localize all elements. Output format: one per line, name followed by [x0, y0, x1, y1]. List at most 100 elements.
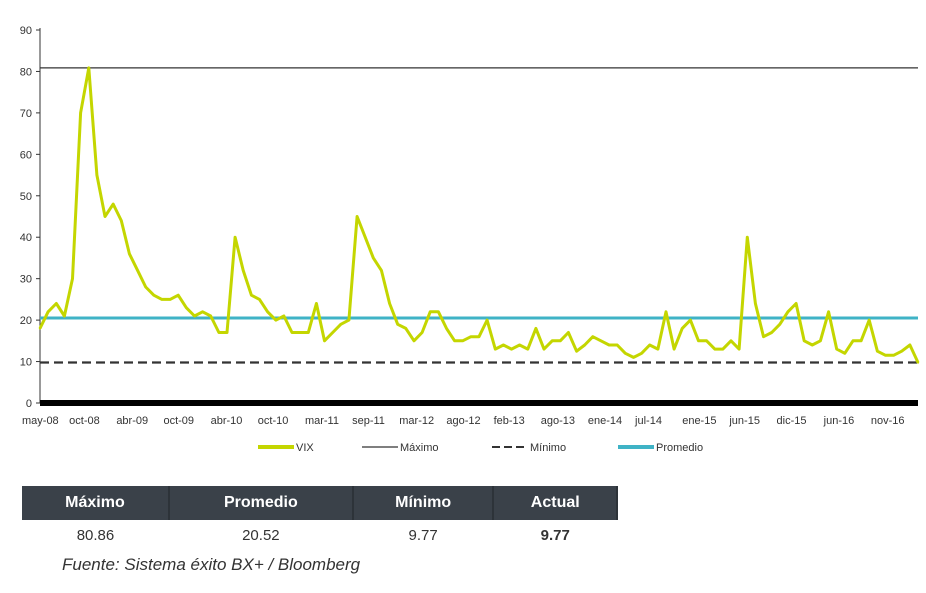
vix-point: [55, 302, 58, 305]
vix-point: [689, 318, 692, 322]
legend-label-mínimo: Mínimo: [530, 442, 566, 454]
vix-point: [803, 339, 806, 342]
vix-point: [884, 354, 887, 357]
vix-point: [347, 318, 351, 322]
vix-point: [746, 236, 749, 239]
vix-point: [681, 327, 684, 330]
vix-point: [859, 339, 863, 342]
vix-point: [624, 352, 627, 355]
vix-point: [575, 350, 578, 353]
vix-point: [103, 215, 107, 218]
y-tick-label: 30: [20, 274, 32, 286]
vix-point: [209, 314, 212, 318]
vix-point: [502, 343, 505, 347]
vix-point: [640, 352, 643, 355]
vix-point: [420, 331, 424, 334]
vix-point: [697, 339, 700, 342]
vix-point: [144, 285, 147, 289]
stats-value-promedio: 20.52: [242, 526, 280, 544]
vix-point: [786, 310, 790, 313]
vix-point: [567, 331, 570, 334]
stats-value-maximo: 80.86: [76, 526, 115, 544]
y-tick-label: 90: [20, 25, 32, 37]
stats-header-promedio: Promedio: [168, 486, 354, 520]
x-tick-label: sep-11: [352, 415, 385, 427]
x-tick-label: may-08: [22, 415, 59, 427]
y-tick-label: 20: [20, 315, 32, 327]
y-tick-label: 80: [20, 66, 32, 78]
vix-point: [591, 335, 594, 338]
vix-point: [185, 306, 188, 309]
vix-point: [258, 298, 261, 301]
stats-value-actual: 9.77: [540, 526, 570, 544]
vix-point: [583, 343, 586, 347]
vix-point: [201, 310, 204, 313]
y-tick-label: 60: [20, 149, 32, 161]
vix-point: [274, 318, 277, 322]
vix-point: [242, 269, 245, 272]
reference-lines: [40, 67, 918, 364]
vix-point: [437, 310, 440, 313]
stats-header-row: Máximo Promedio Mínimo Actual: [22, 486, 618, 520]
series-group: [38, 66, 920, 364]
x-tick-label: jul-14: [634, 415, 662, 427]
vix-point: [607, 343, 611, 347]
vix-point: [364, 236, 367, 239]
x-tick-label: oct-09: [163, 415, 194, 427]
vix-point: [177, 294, 180, 297]
y-axis-ticks: 0 10 20 30 40 50 60 70 80 90: [20, 25, 40, 410]
vix-point: [534, 327, 538, 330]
vix-point: [355, 215, 359, 218]
vix-point: [526, 347, 529, 351]
vix-point: [827, 310, 830, 313]
x-tick-label: dic-15: [777, 415, 807, 427]
x-tick-label: ago-13: [541, 415, 575, 427]
vix-point: [477, 335, 481, 338]
vix-point: [160, 298, 164, 301]
x-tick-label: ene-15: [682, 415, 716, 427]
vix-point: [404, 327, 407, 330]
vix-point: [38, 327, 42, 330]
vix-point: [518, 343, 521, 347]
vix-point: [250, 294, 253, 297]
vix-point: [307, 331, 310, 334]
vix-point: [461, 339, 464, 342]
vix-point: [339, 323, 342, 326]
vix-point: [868, 318, 871, 322]
x-axis-ticks: may-08 oct-08 abr-09 oct-09 abr-10 oct-10 mar-…: [22, 415, 904, 427]
y-tick-label: 10: [20, 357, 32, 369]
x-tick-label: jun-16: [823, 415, 855, 427]
vix-point: [46, 310, 50, 313]
y-tick-label: 50: [20, 191, 32, 203]
x-tick-label: feb-13: [494, 415, 525, 427]
vix-point: [112, 202, 115, 206]
vix-point: [843, 352, 846, 355]
vix-point: [876, 350, 879, 353]
vix-point: [331, 331, 334, 334]
vix-point: [469, 335, 473, 338]
vix-point: [120, 219, 123, 222]
vix-point: [892, 354, 895, 357]
vix-point: [713, 347, 716, 351]
y-tick-label: 70: [20, 108, 32, 120]
x-tick-label: mar-12: [399, 415, 434, 427]
vix-point: [510, 347, 513, 351]
vix-point: [908, 343, 912, 347]
vix-point: [599, 339, 603, 342]
vix-point: [225, 331, 229, 334]
x-tick-label: nov-16: [871, 415, 905, 427]
vix-point: [819, 339, 822, 342]
vix-point: [485, 318, 489, 322]
stats-header-actual: Actual: [493, 486, 618, 520]
vix-point: [453, 339, 456, 342]
stats-value-row: 80.86 20.52 9.77 9.77: [22, 520, 617, 550]
vix-point: [445, 327, 448, 330]
legend: VIX Máximo Mínimo Promedio: [258, 442, 703, 454]
y-tick-label: 0: [26, 398, 32, 410]
legend-label-máximo: Máximo: [400, 442, 439, 454]
vix-point: [664, 310, 668, 313]
vix-point: [494, 347, 497, 351]
vix-point: [900, 350, 903, 353]
vix-point: [87, 66, 91, 70]
vix-point: [168, 298, 172, 301]
